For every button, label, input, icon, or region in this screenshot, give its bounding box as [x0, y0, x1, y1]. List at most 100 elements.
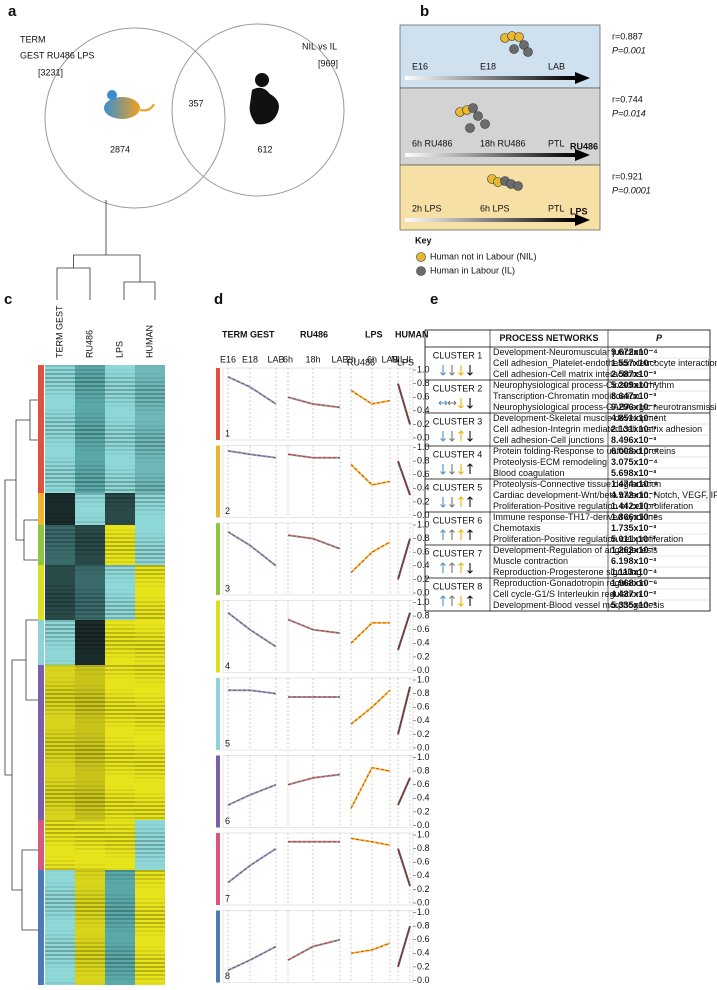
heatmap-texture — [75, 545, 105, 547]
panel-label: d — [214, 291, 223, 308]
heatmap-texture — [45, 773, 75, 775]
heatmap-texture — [45, 805, 75, 807]
heatmap-texture — [75, 860, 105, 862]
heatmap-texture — [45, 636, 75, 638]
trend-arrow — [449, 464, 455, 475]
heatmap-texture — [105, 565, 135, 567]
y-tick-label: 0.2 — [417, 806, 430, 816]
heatmap-texture — [75, 769, 105, 771]
heatmap-texture — [45, 497, 75, 499]
process-name: Proteolysis-Connective tissue degradatio… — [493, 479, 661, 489]
cluster-bar — [216, 368, 220, 440]
heatmap-texture — [45, 493, 75, 495]
y-tick-label: 1.0 — [417, 364, 430, 374]
heatmap-texture — [75, 793, 105, 795]
heatmap-texture — [135, 902, 165, 904]
x-tick-subscript: LPS — [397, 357, 414, 367]
trend-arrow — [458, 596, 464, 607]
heatmap-cell — [75, 665, 105, 820]
heatmap-texture — [135, 882, 165, 884]
x-tick-label: 6h — [367, 354, 377, 364]
heatmap-texture — [45, 549, 75, 551]
heatmap-texture — [135, 813, 165, 815]
heatmap-texture — [135, 669, 165, 671]
heatmap-texture — [105, 801, 135, 803]
heatmap-texture — [45, 729, 75, 731]
heatmap-texture — [45, 601, 75, 603]
process-p: 4.437x10⁻² — [611, 589, 656, 599]
cluster-label: 2 — [225, 506, 230, 516]
y-tick-label: 0.6 — [417, 857, 430, 867]
heatmap-texture — [135, 761, 165, 763]
heatmap-texture — [45, 813, 75, 815]
heatmap-texture — [135, 505, 165, 507]
heatmap-texture — [45, 397, 75, 399]
column-label: LPS — [114, 341, 124, 358]
process-p: 5.011x10⁻³ — [611, 534, 656, 544]
profile-line — [227, 375, 277, 405]
profile-line — [287, 453, 340, 459]
heatmap-texture — [75, 982, 105, 984]
heatmap-texture — [135, 457, 165, 459]
heatmap-cell — [75, 565, 105, 620]
heatmap-texture — [105, 874, 135, 876]
plot-frame — [222, 445, 414, 518]
trend-arrow — [458, 365, 464, 376]
heatmap-texture — [105, 581, 135, 583]
heatmap-texture — [105, 946, 135, 948]
process-name: Cell cycle-G1/S Interleukin regulation — [493, 589, 641, 599]
x-tick-label: IL — [406, 354, 414, 364]
key-label: Human not in Labour (NIL) — [430, 251, 537, 261]
cluster-bar — [216, 445, 220, 518]
heatmap-texture — [75, 469, 105, 471]
heatmap-texture — [75, 685, 105, 687]
heatmap-texture — [75, 617, 105, 619]
trend-arrow — [467, 563, 473, 574]
heatmap-texture — [105, 437, 135, 439]
p-value: P=0.014 — [612, 108, 646, 118]
heatmap-texture — [45, 589, 75, 591]
heatmap-texture — [75, 773, 105, 775]
heatmap-texture — [75, 409, 105, 411]
heatmap-texture — [105, 922, 135, 924]
stage-label: 18h RU486 — [480, 138, 526, 148]
correlation: r=0.887 — [612, 31, 643, 41]
process-name: Proliferation-Positive regulation of cel… — [493, 501, 693, 511]
group-header: HUMAN — [395, 329, 429, 339]
heatmap-texture — [135, 898, 165, 900]
heatmap-texture — [45, 860, 75, 862]
set-label: NIL vs IL — [302, 41, 337, 51]
heatmap-texture — [75, 365, 105, 367]
heatmap-texture — [45, 433, 75, 435]
x-tick-label: NIL — [391, 354, 405, 364]
heatmap-texture — [75, 601, 105, 603]
heatmap-texture — [105, 868, 135, 870]
heatmap-texture — [75, 836, 105, 838]
heatmap-texture — [105, 725, 135, 727]
profile-line — [350, 942, 391, 955]
correlation: r=0.921 — [612, 171, 643, 181]
y-tick-label: 1.0 — [417, 829, 430, 839]
heatmap-texture — [45, 894, 75, 896]
heatmap-texture — [135, 565, 165, 567]
trend-arrow — [467, 365, 473, 376]
heatmap-texture — [105, 749, 135, 751]
heatmap-texture — [75, 393, 105, 395]
heatmap-texture — [45, 874, 75, 876]
heatmap-texture — [105, 481, 135, 483]
heatmap-texture — [75, 817, 105, 819]
key-title: Key — [415, 235, 432, 245]
set-label: GEST RU486 LPS — [20, 50, 94, 60]
heatmap-texture — [75, 693, 105, 695]
heatmap-texture — [75, 864, 105, 866]
heatmap-texture — [105, 561, 135, 563]
heatmap-texture — [75, 417, 105, 419]
heatmap-texture — [105, 429, 135, 431]
heatmap-texture — [135, 445, 165, 447]
heatmap-texture — [45, 509, 75, 511]
heatmap-texture — [75, 501, 105, 503]
heatmap-texture — [45, 785, 75, 787]
column-label: RU486 — [84, 330, 94, 358]
mean-line — [397, 538, 411, 580]
heatmap-texture — [135, 966, 165, 968]
